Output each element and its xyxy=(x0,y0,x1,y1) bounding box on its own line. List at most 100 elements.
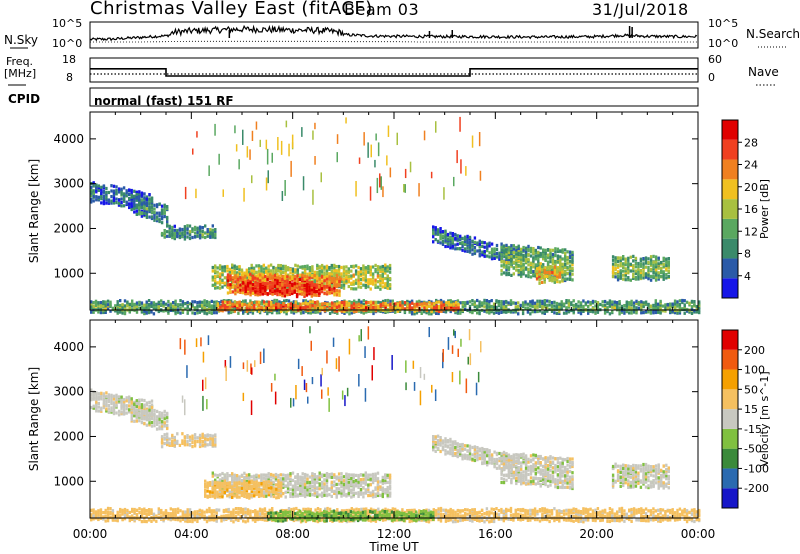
power-cell xyxy=(228,300,232,304)
power-cell xyxy=(333,283,336,288)
power-cell xyxy=(381,267,384,272)
power-cell xyxy=(644,265,648,269)
power-cell xyxy=(223,265,227,269)
power-cell xyxy=(291,287,294,291)
power-cell xyxy=(566,267,569,271)
power-cell xyxy=(488,303,491,307)
power-cell xyxy=(172,304,175,308)
velocity-cell xyxy=(135,419,138,423)
velocity-cell xyxy=(105,409,108,413)
power-cell xyxy=(486,254,489,258)
power-cell xyxy=(459,241,462,245)
power-cell xyxy=(427,309,431,313)
power-cell xyxy=(258,309,261,313)
power-cell xyxy=(226,305,229,309)
power-cell xyxy=(338,279,341,283)
power-cell xyxy=(463,235,467,239)
power-cell xyxy=(277,263,280,268)
power-cell xyxy=(561,248,564,252)
power-cell xyxy=(233,269,236,273)
power-cell xyxy=(476,304,479,308)
power-cell xyxy=(630,306,633,310)
power-cell xyxy=(512,301,515,305)
power-cell xyxy=(611,258,615,262)
power-cell xyxy=(112,189,116,193)
power-cell xyxy=(384,305,387,309)
power-cell xyxy=(619,256,622,260)
power-cell xyxy=(271,274,274,278)
power-cell xyxy=(196,304,199,308)
power-cell xyxy=(271,284,274,288)
power-cell xyxy=(558,311,561,315)
power-cell xyxy=(515,264,518,269)
power-cell xyxy=(300,283,304,288)
power-cell xyxy=(446,237,450,241)
power-cell xyxy=(369,306,373,310)
power-cell xyxy=(256,282,260,287)
velocity-cell xyxy=(248,477,251,481)
velocity-cell xyxy=(160,439,164,443)
power-cell xyxy=(519,303,522,307)
velocity-cell xyxy=(163,409,166,413)
power-cell xyxy=(698,305,701,309)
power-cell xyxy=(628,306,631,310)
power-cell xyxy=(447,302,450,307)
power-cell xyxy=(345,310,349,314)
power-cell xyxy=(95,188,98,192)
power-cell xyxy=(115,201,118,205)
power-cell xyxy=(430,304,433,308)
power-speckle xyxy=(363,132,365,146)
power-cell xyxy=(340,305,343,309)
velocity-cell xyxy=(221,478,224,482)
power-cell xyxy=(241,302,244,306)
power-cell xyxy=(90,310,93,314)
power-cell xyxy=(288,282,292,287)
power-cell xyxy=(203,299,206,303)
power-cell xyxy=(537,263,540,267)
power-cell xyxy=(323,276,326,280)
velocity-cell xyxy=(135,401,138,406)
velocity-cell xyxy=(238,480,241,484)
power-cell xyxy=(529,300,532,304)
power-cell xyxy=(562,311,566,315)
power-cell xyxy=(520,252,523,256)
power-cell xyxy=(340,303,343,307)
power-cell xyxy=(313,276,316,280)
power-cell xyxy=(272,266,275,270)
power-cell xyxy=(512,251,515,255)
velocity-cell xyxy=(257,485,261,489)
power-cell xyxy=(445,301,448,305)
velocity-cell xyxy=(97,397,100,401)
power-cell xyxy=(622,264,625,268)
power-cell xyxy=(218,272,222,276)
power-speckle xyxy=(471,135,474,148)
power-cell xyxy=(399,306,402,310)
power-cell xyxy=(382,304,385,308)
power-cell xyxy=(303,264,307,269)
power-cell xyxy=(627,261,630,265)
power-cell xyxy=(662,264,665,268)
power-cell xyxy=(343,305,346,310)
power-cell xyxy=(155,302,158,306)
power-cell xyxy=(335,273,339,277)
power-cell xyxy=(328,287,331,291)
power-cell xyxy=(567,299,571,303)
power-cell xyxy=(97,184,100,188)
power-cell xyxy=(473,302,476,306)
power-cell xyxy=(401,302,404,306)
power-cell xyxy=(248,267,251,271)
power-cell xyxy=(347,302,351,306)
velocity-cell xyxy=(206,433,209,437)
power-cell xyxy=(325,264,329,268)
power-cell xyxy=(227,309,230,314)
power-cell xyxy=(546,303,549,307)
power-cell xyxy=(188,236,192,241)
power-cell xyxy=(193,227,197,231)
power-cell xyxy=(542,248,545,252)
power-speckle xyxy=(208,165,210,176)
power-cell xyxy=(350,274,353,278)
power-speckle xyxy=(235,144,238,152)
power-cell xyxy=(505,266,508,270)
velocity-cell xyxy=(178,443,182,447)
power-cell xyxy=(507,248,511,252)
